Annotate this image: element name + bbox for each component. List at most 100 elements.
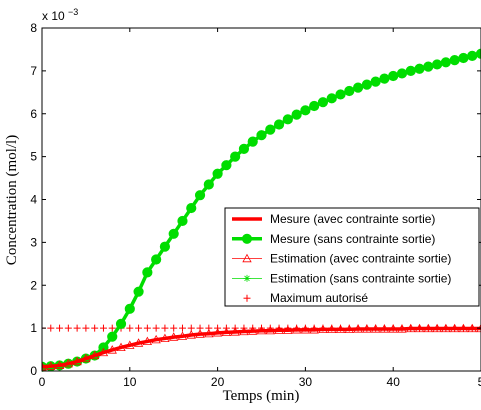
data-point — [432, 323, 442, 333]
legend-marker — [243, 294, 251, 302]
data-point — [205, 180, 213, 188]
data-point — [108, 333, 116, 341]
data-point — [152, 324, 160, 332]
y-tick-label: 1 — [30, 321, 37, 335]
series-line — [42, 328, 481, 368]
data-point — [152, 256, 160, 264]
data-point — [423, 323, 433, 333]
data-point — [258, 131, 265, 139]
legend-entry-estimation-sans-contrainte-sortie: Estimation (sans contrainte sortie) — [232, 271, 451, 285]
data-point — [319, 98, 327, 106]
y-axis-label: Concentration (mol/l) — [4, 135, 20, 265]
series-estimation-avec-contrainte-sortie — [42, 323, 481, 371]
data-point — [143, 324, 151, 332]
x-tick-label: 40 — [387, 375, 401, 389]
legend-entry-estimation-avec-contrainte-sortie: Estimation (avec contrainte sortie) — [232, 252, 451, 266]
legend-label: Mesure (avec contrainte sortie) — [270, 212, 435, 226]
data-point — [98, 347, 109, 357]
x-tick-label: 10 — [123, 375, 137, 389]
data-point — [161, 324, 169, 332]
data-point — [370, 324, 381, 333]
data-point — [196, 191, 204, 199]
data-point — [205, 324, 213, 332]
data-point — [126, 324, 134, 332]
y-tick-label: 7 — [30, 64, 37, 78]
data-point — [424, 63, 432, 71]
y-tick-label: 2 — [30, 278, 37, 292]
data-point — [353, 324, 363, 333]
data-point — [274, 325, 284, 334]
data-point — [151, 334, 161, 344]
data-point — [56, 324, 64, 332]
x-tick-label: 0 — [39, 375, 46, 389]
data-point — [477, 50, 481, 58]
data-point — [449, 323, 460, 333]
axis-ticks: 0102030405012345678 — [30, 21, 481, 389]
data-point — [293, 111, 301, 119]
data-point — [82, 324, 90, 332]
data-point — [195, 329, 205, 338]
data-point — [143, 268, 151, 276]
data-point — [433, 60, 441, 68]
y-tick-label: 4 — [30, 193, 37, 207]
legend-entry-mesure-avec-contrainte-sortie: Mesure (avec contrainte sortie) — [232, 212, 435, 226]
y-tick-label: 8 — [30, 21, 37, 35]
data-point — [275, 120, 283, 128]
data-point — [327, 324, 337, 334]
data-point — [239, 326, 249, 336]
data-point — [416, 65, 424, 73]
data-point — [467, 323, 477, 333]
data-point — [414, 323, 425, 333]
data-point — [380, 75, 388, 83]
data-point — [221, 327, 232, 337]
data-point — [451, 56, 459, 64]
data-point — [169, 332, 179, 341]
data-point — [468, 52, 476, 60]
data-point — [142, 336, 153, 346]
data-point — [178, 217, 186, 225]
series-layer — [42, 48, 481, 372]
y-tick-label: 3 — [30, 235, 37, 249]
legend-entry-mesure-sans-contrainte-sortie: Mesure (sans contrainte sortie) — [232, 232, 435, 246]
data-point — [133, 338, 144, 347]
data-point — [397, 324, 407, 333]
legend-label: Mesure (sans contrainte sortie) — [270, 232, 435, 246]
data-point — [284, 115, 292, 123]
legend: Mesure (avec contrainte sortie) Mesure (s… — [224, 207, 480, 307]
data-point — [335, 324, 346, 334]
data-point — [300, 325, 311, 334]
data-point — [283, 325, 293, 334]
data-point — [256, 325, 267, 335]
data-point — [372, 78, 380, 86]
data-point — [291, 325, 302, 334]
data-point — [187, 204, 195, 212]
data-point — [442, 58, 450, 66]
legend-label: Estimation (sans contrainte sortie) — [270, 271, 451, 285]
data-point — [135, 288, 143, 296]
data-point — [362, 324, 372, 333]
data-point — [64, 324, 72, 332]
y-multiplier-exponent: −3 — [68, 7, 78, 17]
data-point — [47, 324, 55, 332]
data-point — [309, 325, 319, 334]
data-point — [345, 87, 353, 95]
data-point — [230, 327, 240, 336]
data-point — [125, 340, 135, 349]
data-point — [99, 343, 107, 351]
data-point — [240, 145, 248, 153]
data-point — [63, 358, 74, 368]
plot-area — [42, 48, 481, 372]
plot-frame — [41, 27, 481, 372]
data-point — [407, 67, 415, 75]
data-point — [177, 331, 188, 340]
data-point — [117, 320, 125, 328]
data-point — [116, 342, 126, 352]
data-point — [459, 54, 467, 62]
data-point — [90, 350, 100, 360]
data-point — [337, 90, 345, 98]
data-point — [328, 94, 336, 102]
legend-marker — [243, 274, 251, 282]
legend-label: Estimation (avec contrainte sortie) — [270, 252, 451, 266]
data-point — [318, 324, 328, 334]
